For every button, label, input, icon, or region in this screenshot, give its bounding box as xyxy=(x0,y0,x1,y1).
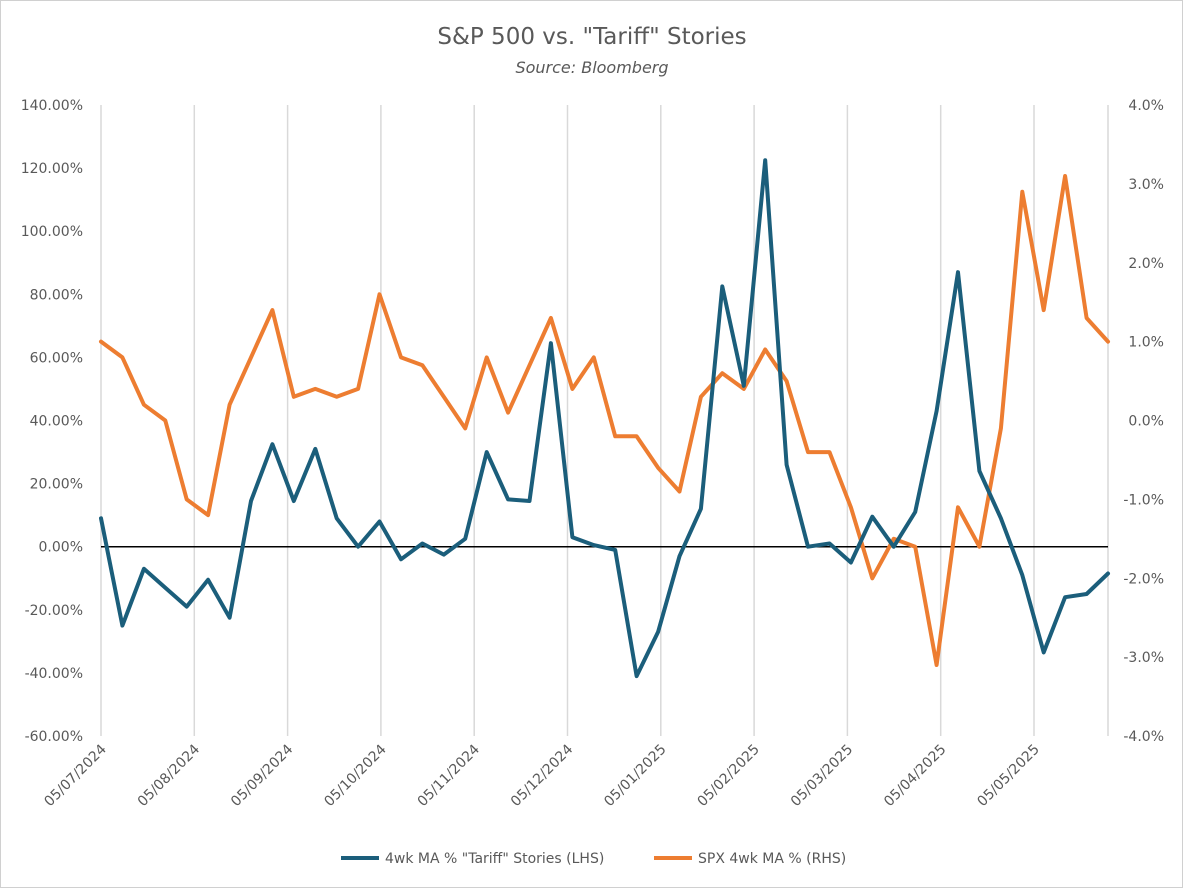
x-axis: 05/07/2024 05/08/2024 05/09/2024 05/10/2024… xyxy=(41,741,1042,809)
series-layer xyxy=(99,158,1110,679)
x-tick-label: 05/07/2024 xyxy=(41,741,109,809)
right-tick-label: -1.0% xyxy=(1123,492,1164,508)
left-tick-label: 40.00% xyxy=(30,414,83,430)
left-tick-label: 140.00% xyxy=(21,98,83,114)
x-tick-label: 05/03/2025 xyxy=(788,742,856,810)
series-line-tariff-stories xyxy=(99,158,1110,679)
chart-title: S&P 500 vs. "Tariff" Stories xyxy=(437,24,746,50)
left-tick-label: -20.00% xyxy=(25,603,83,619)
legend-item-tariff-label: 4wk MA % "Tariff" Stories (LHS) xyxy=(385,851,604,867)
right-tick-label: 0.0% xyxy=(1128,414,1164,430)
x-tick-label: 05/02/2025 xyxy=(695,742,763,810)
right-tick-label: 2.0% xyxy=(1128,256,1164,272)
grid-lines xyxy=(100,105,1109,736)
x-tick-label: 05/09/2024 xyxy=(228,741,296,809)
chart-subtitle: Source: Bloomberg xyxy=(515,58,668,77)
x-tick-label: 05/04/2025 xyxy=(881,742,949,810)
legend-item-spx-label: SPX 4wk MA % (RHS) xyxy=(698,851,846,867)
right-tick-label: -4.0% xyxy=(1123,729,1164,745)
right-tick-label: 3.0% xyxy=(1128,177,1164,193)
right-tick-label: 4.0% xyxy=(1128,98,1164,114)
x-tick-label: 05/10/2024 xyxy=(321,741,389,809)
left-tick-label: 80.00% xyxy=(30,287,83,303)
left-tick-label: -60.00% xyxy=(25,729,83,745)
left-tick-label: 0.00% xyxy=(39,540,83,556)
x-tick-label: 05/01/2025 xyxy=(601,742,669,810)
left-axis: 140.00% 120.00% 100.00% 80.00% 60.00% 40.00% 2… xyxy=(21,98,83,745)
right-axis: 4.0% 3.0% 2.0% 1.0% 0.0% -1.0% -2.0% -3.0% -4.0% xyxy=(1123,98,1164,745)
left-tick-label: 100.00% xyxy=(21,224,83,240)
left-tick-label: 120.00% xyxy=(21,161,83,177)
x-tick-label: 05/05/2025 xyxy=(974,742,1042,810)
legend: 4wk MA % "Tariff" Stories (LHS) SPX 4wk M… xyxy=(341,851,846,867)
left-tick-label: 20.00% xyxy=(30,477,83,493)
x-tick-label: 05/12/2024 xyxy=(508,741,576,809)
left-tick-label: -40.00% xyxy=(25,666,83,682)
series-line-spx xyxy=(99,174,1110,667)
right-tick-label: -3.0% xyxy=(1123,650,1164,666)
x-tick-label: 05/11/2024 xyxy=(415,741,483,809)
left-tick-label: 60.00% xyxy=(30,350,83,366)
right-tick-label: -2.0% xyxy=(1123,571,1164,587)
right-tick-label: 1.0% xyxy=(1128,335,1164,351)
x-tick-label: 05/08/2024 xyxy=(135,741,203,809)
